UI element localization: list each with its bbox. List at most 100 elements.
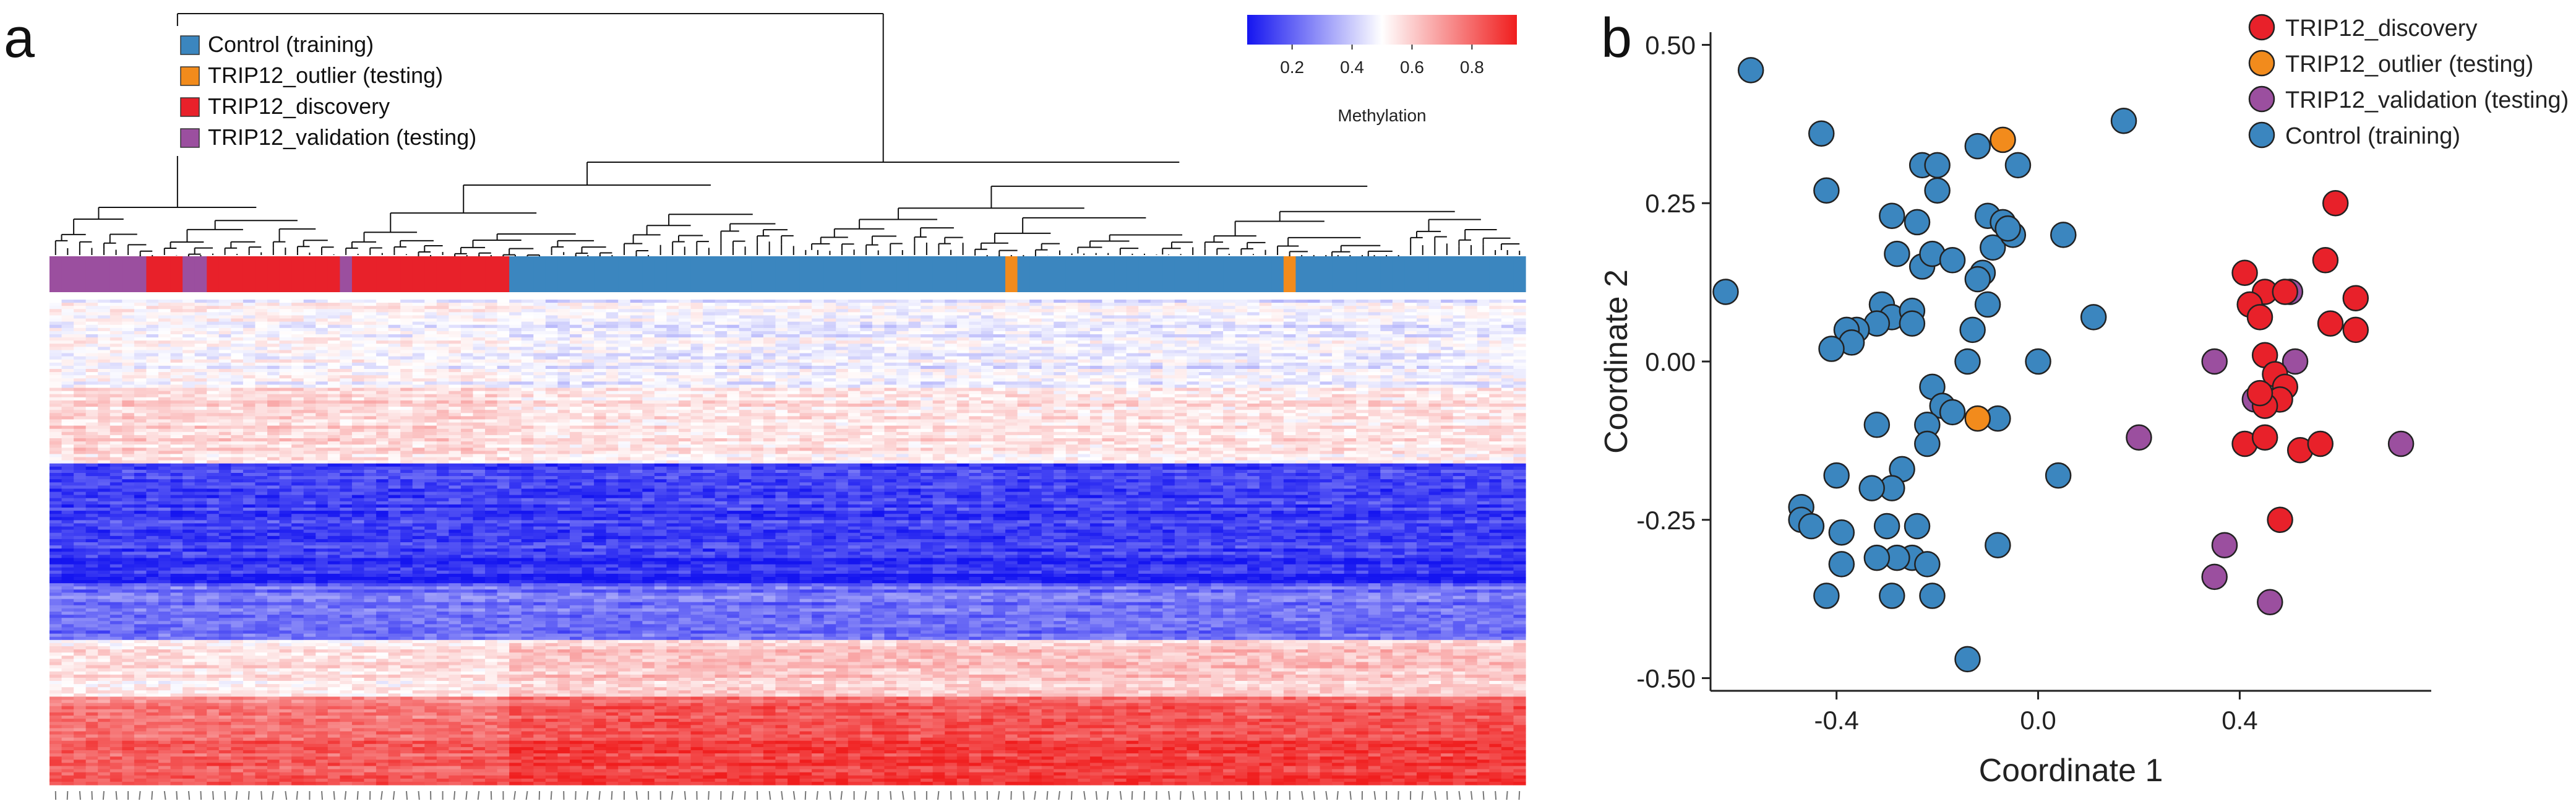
heat-cell: [388, 318, 401, 323]
heat-cell: [1392, 362, 1406, 366]
heat-cell: [303, 315, 316, 319]
heat-cell: [74, 318, 87, 323]
heat-cell: [255, 324, 268, 329]
heat-cell: [1477, 300, 1490, 303]
heat-cell: [364, 407, 377, 410]
heat-cell: [823, 400, 836, 404]
heat-cell: [1174, 300, 1187, 303]
heat-cell: [436, 407, 449, 410]
heat-cell: [630, 394, 643, 398]
heat-cell: [1307, 359, 1321, 363]
heat-cell: [485, 347, 498, 351]
heat-cell: [1404, 400, 1417, 404]
heat-cell: [618, 318, 631, 323]
group-cell-control: [1344, 256, 1357, 292]
heat-cell: [134, 388, 147, 392]
heat-cell: [291, 372, 304, 376]
heat-cell: [1501, 413, 1514, 417]
heat-cell: [690, 321, 703, 326]
heat-cell: [860, 356, 873, 360]
heat-cell: [243, 350, 256, 354]
heat-cell: [1247, 381, 1260, 386]
heat-cell: [921, 372, 934, 376]
heat-cell: [642, 327, 655, 332]
heat-cell: [388, 359, 401, 363]
heat-cell: [388, 324, 401, 329]
heat-cell: [1114, 344, 1127, 347]
heat-cell: [727, 300, 740, 303]
heat-cell: [606, 404, 619, 407]
heat-cell: [739, 327, 752, 332]
heat-cell: [316, 391, 328, 395]
heat-cell: [134, 410, 147, 413]
heat-cell: [1404, 353, 1417, 357]
heat-cell: [279, 362, 292, 366]
heat-cell: [1041, 321, 1054, 326]
heat-cell: [158, 410, 171, 413]
heat-cell: [763, 344, 776, 347]
heat-cell: [763, 388, 776, 392]
heat-cell: [678, 407, 692, 410]
heat-cell: [74, 344, 87, 347]
heat-cell: [85, 407, 98, 410]
heat-cell: [1489, 378, 1502, 382]
heat-cell: [678, 410, 692, 413]
heat-cell: [497, 356, 510, 360]
heat-cell: [956, 303, 969, 306]
heat-cell: [460, 410, 474, 413]
heat-cell: [424, 400, 437, 404]
heat-cell: [969, 362, 982, 366]
group-cell-control: [1332, 256, 1345, 292]
heat-cell: [1283, 327, 1297, 332]
heat-cell: [1392, 404, 1406, 407]
heat-cell: [1271, 300, 1284, 303]
heat-cell: [545, 388, 559, 392]
heat-cell: [449, 369, 462, 373]
heat-cell: [1198, 321, 1212, 326]
heat-cell: [860, 303, 873, 306]
heat-cell: [908, 391, 921, 395]
heat-cell: [1005, 312, 1018, 316]
heat-cell: [1453, 407, 1466, 410]
heat-cell: [109, 337, 122, 341]
heat-cell: [1054, 404, 1067, 407]
heat-cell: [606, 372, 619, 376]
heat-cell: [1428, 365, 1441, 370]
heat-cell: [1235, 350, 1248, 354]
heat-cell: [364, 315, 377, 319]
heat-cell: [316, 324, 328, 329]
heat-cell: [1005, 404, 1018, 407]
heat-cell: [1029, 362, 1042, 366]
heat-cell: [291, 362, 304, 366]
heat-cell: [388, 340, 401, 344]
heat-cell: [703, 391, 716, 395]
heat-cell: [1247, 300, 1260, 303]
heat-cell: [316, 334, 328, 338]
heat-cell: [1065, 340, 1078, 344]
heat-cell: [436, 309, 449, 313]
heat-cell: [642, 312, 655, 316]
heat-cell: [1356, 384, 1369, 389]
heat-cell: [473, 375, 486, 379]
heat-cell: [122, 391, 135, 395]
heat-cell: [473, 303, 486, 306]
heat-cell: [194, 350, 207, 354]
heat-cell: [1489, 350, 1502, 354]
heat-cell: [1404, 337, 1417, 341]
heat-cell: [1102, 327, 1115, 332]
heat-cell: [1150, 388, 1163, 392]
group-cell-discovery: [364, 256, 377, 292]
heat-cell: [1320, 404, 1333, 407]
heat-cell: [872, 337, 885, 341]
heat-cell: [316, 344, 328, 347]
heat-cell: [690, 327, 703, 332]
heat-cell: [956, 410, 969, 413]
group-cell-discovery: [255, 256, 268, 292]
heat-cell: [1138, 331, 1151, 335]
heat-cell: [327, 407, 340, 410]
heat-cell: [1029, 309, 1042, 313]
heat-cell: [436, 397, 449, 401]
heat-cell: [460, 397, 474, 401]
heat-cell: [690, 413, 703, 417]
heat-cell: [1211, 324, 1224, 329]
